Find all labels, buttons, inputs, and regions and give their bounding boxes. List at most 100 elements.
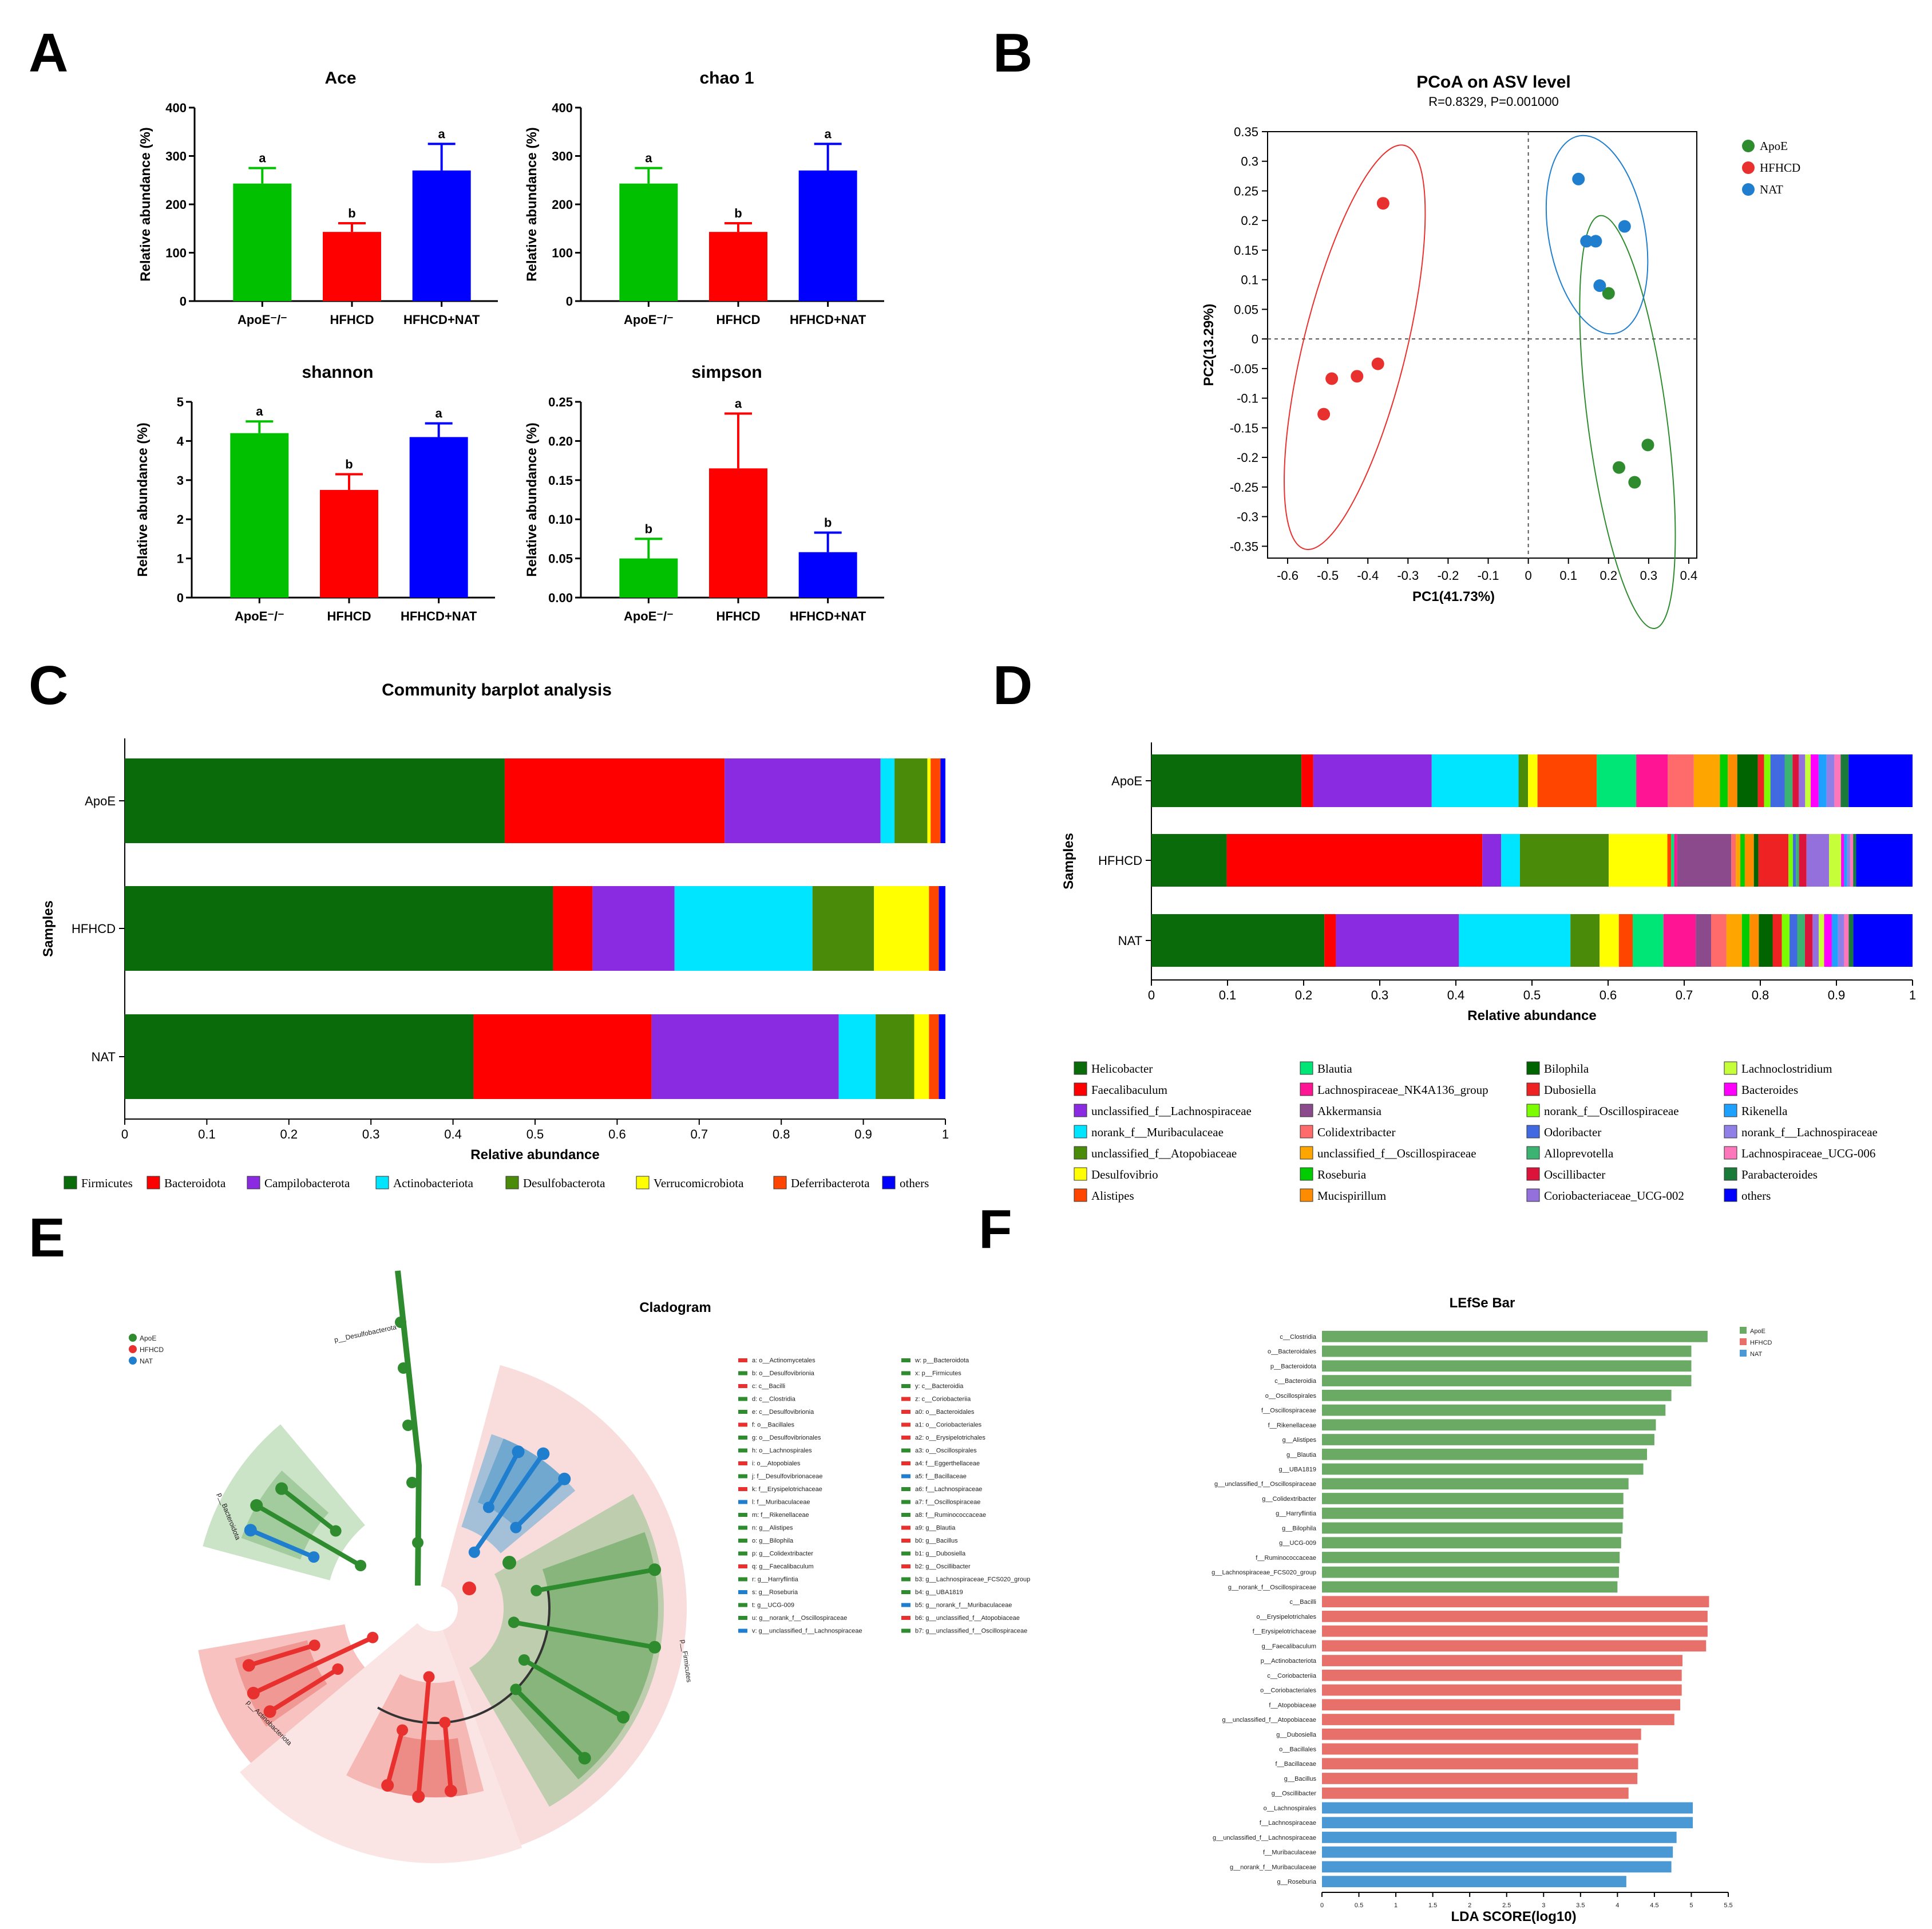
x-tick-label: HFHCD — [327, 609, 371, 623]
bar — [798, 552, 857, 598]
taxon-label: g__Colidextribacter — [1262, 1496, 1316, 1503]
chart-a4: simpson 0.00 0.05 0.10 0.15 0.20 0.25 Relative … — [524, 363, 884, 623]
legend-entry: b0: g__Bacillus — [915, 1537, 958, 1544]
clade-node — [395, 1317, 406, 1328]
clade-node — [247, 1686, 260, 1699]
lda-bar — [1322, 1507, 1624, 1519]
y-tick-label: 0.10 — [548, 512, 573, 527]
x-tick-label: 5 — [1689, 1902, 1693, 1909]
y-tick-label: 200 — [552, 197, 573, 212]
x-tick-label: HFHCD+NAT — [401, 609, 477, 623]
legend-swatch — [1526, 1082, 1540, 1096]
legend-swatch — [738, 1371, 747, 1375]
significance-letter: b — [734, 206, 742, 220]
legend-entry: k: f__Erysipelotrichaceae — [752, 1486, 822, 1493]
legend-swatch — [1074, 1146, 1087, 1160]
data-point — [1593, 279, 1606, 292]
clade-branch — [416, 1677, 431, 1797]
taxon-label: c__Coriobacteriia — [1267, 1673, 1316, 1679]
significance-letter: b — [345, 457, 353, 472]
bar — [619, 558, 678, 598]
x-tick-label: HFHCD — [716, 609, 761, 623]
x-tick-label: 0.2 — [1600, 568, 1617, 583]
legend-marker — [1742, 140, 1755, 152]
legend-swatch — [1300, 1167, 1313, 1181]
x-tick-label: ApoE⁻/⁻ — [624, 313, 674, 327]
plot-frame — [1267, 131, 1697, 559]
x-tick-label: 0.9 — [854, 1127, 872, 1141]
chart-a3: shannon 0 1 2 3 4 5 Relative abundance (%) a ApoE… — [135, 363, 495, 623]
x-tick-label: 0.2 — [280, 1127, 298, 1141]
data-point — [1325, 372, 1339, 385]
legend-swatch — [1074, 1188, 1087, 1202]
x-tick-label: 4 — [1616, 1902, 1619, 1909]
clade-node — [398, 1362, 409, 1374]
taxon-label: c__Clostridia — [1280, 1334, 1316, 1341]
stack-segment — [1663, 914, 1696, 967]
stack-segment — [812, 886, 874, 971]
x-tick-label: 0.3 — [1640, 568, 1658, 583]
legend-label: HFHCD — [1750, 1339, 1772, 1346]
y-axis-label: PC2(13.29%) — [1201, 303, 1217, 386]
legend-entry: a2: o__Erysipelotrichales — [915, 1434, 985, 1441]
legend-label: HFHCD — [140, 1346, 164, 1354]
taxon-label: f__Lachnospiraceae — [1260, 1820, 1316, 1827]
taxon-label: o__Lachnospirales — [1264, 1805, 1317, 1812]
clade-node — [402, 1420, 414, 1431]
data-point — [1371, 357, 1384, 370]
x-tick-label: -0.4 — [1357, 568, 1379, 583]
stack-segment — [1764, 754, 1771, 807]
legend-entry: f: o__Bacillales — [752, 1422, 794, 1429]
lda-bar — [1322, 1478, 1629, 1490]
stack-segment — [1740, 834, 1745, 887]
clade-node — [250, 1499, 263, 1512]
confidence-ellipse — [1545, 135, 1649, 335]
legend-swatch — [1526, 1125, 1540, 1139]
legend-swatch — [738, 1525, 747, 1530]
legend-swatch — [901, 1410, 910, 1414]
legend-label: Deferribacterota — [791, 1176, 870, 1190]
legend-label: Firmicutes — [81, 1176, 133, 1190]
y-tick-label: 400 — [552, 101, 573, 115]
y-tick-label: 0.35 — [1234, 125, 1258, 139]
legend-label: Bilophila — [1544, 1062, 1589, 1076]
stack-segment — [651, 1014, 839, 1099]
legend-entry: l: f__Muribaculaceae — [752, 1499, 810, 1506]
x-axis-label: PC1(41.73%) — [1412, 589, 1495, 604]
x-tick-label: -0.5 — [1317, 568, 1339, 583]
x-tick-label: 0.2 — [1295, 988, 1313, 1002]
legend-entry: b1: g__Dubosiella — [915, 1551, 966, 1558]
stack-segment — [1597, 754, 1637, 807]
x-tick-label: 5.5 — [1724, 1902, 1732, 1909]
data-point — [1618, 220, 1631, 233]
bar — [320, 489, 378, 598]
legend-swatch — [901, 1436, 910, 1440]
legend-label: unclassified_f__Oscillospiraceae — [1317, 1147, 1476, 1160]
legend-swatch — [505, 1176, 519, 1189]
lda-bar — [1322, 1787, 1629, 1799]
stack-segment — [1841, 834, 1844, 887]
y-tick-label: NAT — [1118, 934, 1142, 948]
clade-node — [263, 1705, 276, 1718]
chart-a1: Ace 0 100 200 300 400 Relative abundance (%) a A… — [138, 69, 498, 327]
lda-bar — [1322, 1493, 1624, 1504]
bar — [412, 170, 471, 301]
taxon-label: g__norank_f__Muribaculaceae — [1230, 1864, 1316, 1871]
legend-label: Dubosiella — [1544, 1083, 1597, 1097]
stack-segment — [1848, 754, 1913, 807]
stack-segment — [1674, 834, 1677, 887]
y-tick-label: 400 — [165, 101, 187, 115]
y-tick-label: 0 — [566, 294, 573, 309]
panel-label-e: E — [29, 1207, 65, 1268]
stack-segment — [1528, 754, 1538, 807]
stack-segment — [1819, 914, 1824, 967]
taxon-label: g__Blautia — [1286, 1452, 1317, 1458]
stack-segment — [1671, 834, 1674, 887]
significance-letter: a — [259, 151, 266, 165]
taxon-label: o__Erysipelotrichales — [1256, 1614, 1316, 1620]
stack-segment — [1784, 754, 1793, 807]
chart-title: simpson — [691, 363, 762, 382]
legend-swatch — [901, 1628, 910, 1633]
legend-swatch — [738, 1551, 747, 1556]
